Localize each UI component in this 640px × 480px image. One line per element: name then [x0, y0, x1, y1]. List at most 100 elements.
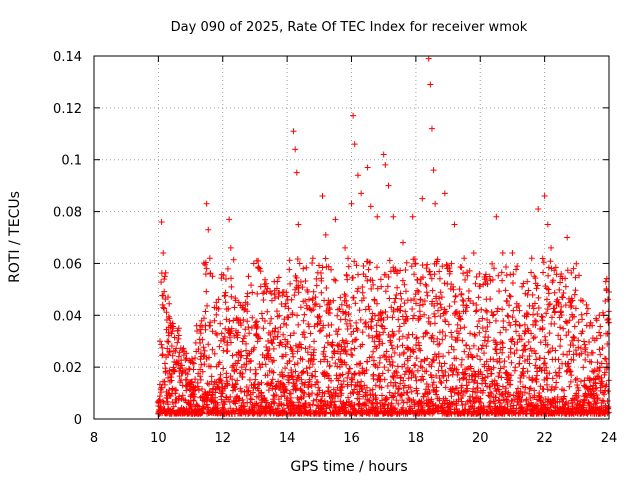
data-point [503, 385, 509, 392]
data-point [383, 348, 390, 355]
data-point [390, 308, 397, 315]
data-point [459, 392, 466, 399]
data-point [564, 351, 571, 358]
data-point [557, 336, 564, 343]
data-point [409, 315, 416, 322]
data-point [311, 356, 318, 363]
data-point [370, 348, 377, 355]
data-point [268, 297, 275, 304]
data-point [428, 374, 435, 381]
data-point [470, 342, 477, 349]
data-point [248, 357, 255, 364]
data-point [576, 272, 583, 279]
data-point [479, 315, 486, 322]
data-point [300, 329, 307, 336]
data-point [389, 373, 396, 380]
data-point [387, 339, 394, 346]
data-point [340, 378, 347, 385]
data-point [508, 359, 515, 366]
data-point [338, 390, 345, 397]
data-point [197, 340, 204, 347]
data-point [353, 336, 360, 343]
data-point [521, 321, 528, 328]
data-point [190, 397, 197, 404]
data-point [241, 306, 248, 313]
data-point [349, 376, 356, 383]
data-point [336, 306, 343, 313]
data-point [222, 289, 229, 296]
data-point [596, 312, 603, 319]
data-point [252, 376, 259, 383]
data-point [433, 384, 440, 391]
data-point [546, 330, 553, 337]
data-point [169, 352, 176, 359]
data-point [571, 323, 578, 330]
data-point [506, 302, 513, 309]
data-point [372, 312, 379, 319]
data-point [419, 274, 426, 281]
data-point [487, 296, 494, 303]
data-point [292, 146, 299, 153]
data-point [509, 279, 516, 286]
x-axis-title: GPS time / hours [290, 459, 407, 475]
data-point [223, 316, 230, 323]
data-point [381, 364, 388, 371]
data-point [455, 389, 462, 396]
data-point [386, 295, 393, 302]
data-point [501, 358, 508, 365]
data-point [344, 383, 351, 390]
data-point [429, 287, 436, 294]
data-point [224, 348, 231, 355]
data-point [290, 402, 297, 409]
data-point [397, 307, 404, 314]
data-point [190, 360, 197, 367]
data-point [245, 273, 252, 280]
data-point [246, 376, 253, 383]
data-point [280, 288, 287, 295]
data-point [490, 364, 497, 371]
data-point [397, 380, 404, 387]
data-point [430, 357, 437, 364]
data-point [370, 371, 377, 378]
data-point [448, 334, 455, 341]
data-point [169, 325, 176, 332]
data-point [464, 385, 471, 392]
data-point [283, 293, 290, 300]
data-point [462, 370, 469, 377]
data-point [423, 381, 430, 388]
data-point [478, 345, 485, 352]
data-point [551, 320, 558, 327]
data-point [347, 322, 354, 329]
data-point [322, 353, 329, 360]
data-point [543, 296, 550, 303]
data-point [453, 355, 460, 362]
data-point [175, 325, 182, 332]
data-point [492, 394, 499, 401]
data-point [350, 328, 357, 335]
data-point [451, 221, 458, 228]
data-point [270, 369, 277, 376]
data-point [517, 378, 524, 385]
data-point [307, 330, 314, 337]
data-point [292, 409, 299, 416]
data-point [227, 339, 234, 346]
data-point [547, 301, 554, 308]
data-point [407, 353, 414, 360]
data-point [582, 356, 589, 363]
data-point [268, 379, 275, 386]
data-point [509, 335, 516, 342]
data-point [234, 329, 241, 336]
data-point [464, 272, 471, 279]
data-point [293, 169, 300, 176]
data-point [326, 362, 333, 369]
data-point [382, 353, 389, 360]
data-point [164, 345, 171, 352]
data-point [571, 291, 578, 298]
data-point [260, 297, 267, 304]
chart-title: Day 090 of 2025, Rate Of TEC Index for r… [171, 20, 528, 35]
data-point [345, 369, 352, 376]
data-point [509, 397, 516, 404]
data-point [409, 213, 416, 220]
data-point [381, 376, 388, 383]
data-point [158, 384, 165, 391]
